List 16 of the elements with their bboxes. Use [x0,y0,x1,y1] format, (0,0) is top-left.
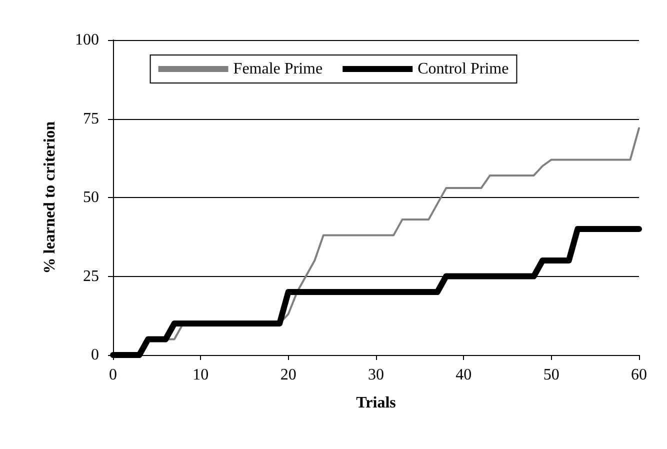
x-tick-label: 10 [192,366,209,384]
x-tick-label: 60 [631,366,647,384]
y-axis-title: % learned to criterion [42,121,58,274]
y-tick-label: 50 [83,189,99,206]
legend-label: Control Prime [418,60,509,78]
y-tick-label: 100 [75,32,99,48]
x-tick-label: 20 [280,366,296,384]
x-tick-label: 40 [456,366,472,384]
legend-label: Female Prime [233,60,323,78]
x-tick-label: 50 [543,366,560,384]
y-tick-label: 0 [91,346,99,364]
x-tick-label: 0 [109,366,117,384]
x-tick-label: 30 [368,366,384,384]
x-axis-title: Trials [356,394,396,412]
y-tick-label: 25 [83,268,99,285]
y-tick-label: 75 [83,110,99,128]
